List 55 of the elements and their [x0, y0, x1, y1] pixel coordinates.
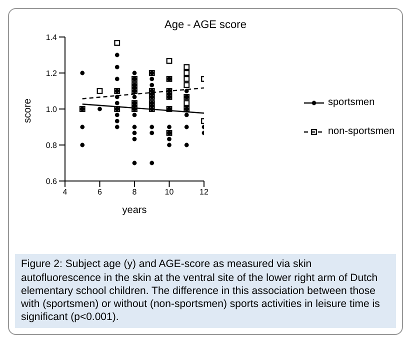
chart-title: Age - AGE score — [164, 19, 248, 31]
point — [150, 124, 154, 130]
x-tick-label: 10 — [164, 188, 174, 197]
point — [166, 58, 172, 64]
point — [98, 106, 102, 112]
y-tick-label: 1.0 — [46, 104, 58, 114]
point — [132, 160, 137, 166]
point — [114, 40, 120, 46]
point — [114, 118, 120, 124]
point — [167, 142, 172, 148]
point — [114, 76, 120, 82]
point — [132, 94, 137, 100]
point — [132, 124, 137, 130]
point — [80, 142, 85, 148]
point — [114, 52, 120, 58]
legend-label: non-sportsmen — [328, 126, 395, 137]
y-tick-label: 0.6 — [46, 176, 58, 186]
point — [150, 160, 154, 166]
point — [80, 124, 85, 130]
point — [80, 70, 85, 76]
point — [184, 142, 189, 148]
legend-label: sportsmen — [328, 97, 375, 108]
x-tick-label: 4 — [62, 188, 68, 197]
point — [184, 124, 189, 130]
point — [132, 136, 137, 142]
point — [184, 76, 190, 82]
x-axis-title: years — [122, 205, 147, 216]
point — [184, 100, 190, 106]
point — [114, 112, 120, 118]
point — [184, 64, 190, 70]
point — [114, 64, 120, 70]
y-tick-label: 0.8 — [46, 140, 58, 150]
point — [132, 112, 137, 118]
point — [132, 70, 137, 76]
caption: Figure 2: Subject age (y) and AGE-score as measured via skin autofluorescence in the skin at the ventral site of the lower right arm of Dutch elementary school children. The difference in this association between those with (sportsmen) or without (non-sportsmen) sports activities in leisure time is significant (p<0.001). — [15, 254, 396, 328]
point — [184, 88, 189, 94]
point — [150, 130, 154, 136]
point — [114, 94, 120, 100]
point — [184, 82, 190, 88]
point — [150, 76, 154, 82]
point — [96, 88, 103, 94]
point — [167, 136, 172, 142]
point — [150, 82, 154, 88]
y-axis-title: score — [22, 98, 34, 123]
x-tick-label: 12 — [200, 188, 209, 197]
point — [132, 130, 137, 136]
y-tick-label: 1.4 — [46, 32, 58, 42]
x-tick-label: 6 — [98, 188, 103, 197]
point — [114, 100, 120, 106]
y-tick-label: 1.2 — [46, 68, 58, 78]
x-tick-label: 8 — [132, 188, 138, 197]
point — [184, 112, 189, 118]
point — [167, 124, 172, 130]
point — [114, 124, 120, 130]
point — [184, 70, 190, 76]
